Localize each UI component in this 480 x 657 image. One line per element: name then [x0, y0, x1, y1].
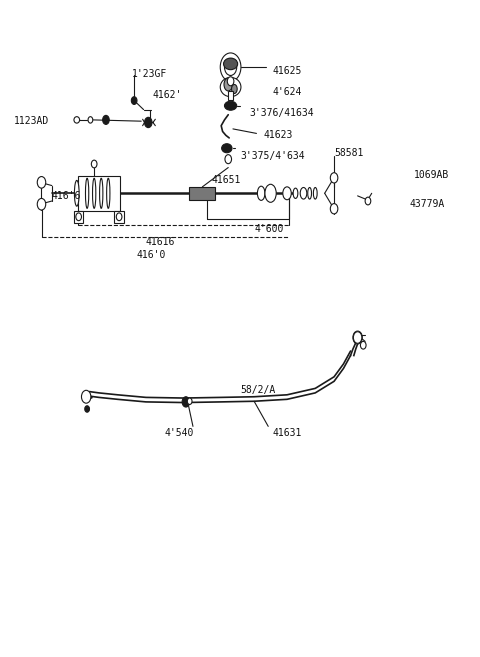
Text: 41616: 41616 [146, 237, 175, 246]
Text: 43779A: 43779A [409, 199, 444, 209]
Ellipse shape [74, 117, 80, 123]
Circle shape [85, 406, 89, 412]
Text: 4'540: 4'540 [165, 428, 194, 438]
Ellipse shape [265, 184, 276, 202]
Circle shape [187, 398, 192, 405]
Text: 3'375/4'634: 3'375/4'634 [240, 151, 305, 161]
Circle shape [88, 117, 93, 123]
Text: 4162': 4162' [153, 91, 182, 101]
Bar [190, 187, 216, 200]
Circle shape [330, 204, 338, 214]
Bar [78, 175, 120, 211]
Circle shape [132, 97, 137, 104]
Ellipse shape [313, 187, 317, 199]
Polygon shape [114, 211, 124, 223]
Text: 1'23GF: 1'23GF [132, 69, 167, 79]
Circle shape [182, 397, 190, 407]
Ellipse shape [107, 178, 110, 208]
Ellipse shape [225, 101, 237, 110]
Ellipse shape [283, 187, 291, 200]
Circle shape [76, 213, 82, 221]
Circle shape [37, 177, 46, 188]
Text: 3'376/41634: 3'376/41634 [250, 108, 314, 118]
Text: 1123AD: 1123AD [14, 116, 49, 125]
Ellipse shape [300, 187, 307, 199]
Polygon shape [74, 211, 84, 223]
Circle shape [220, 53, 241, 81]
Ellipse shape [224, 78, 232, 91]
Circle shape [225, 58, 237, 76]
Text: 416'0: 416'0 [136, 250, 166, 260]
Circle shape [360, 342, 366, 349]
Circle shape [330, 173, 338, 183]
Circle shape [228, 77, 234, 86]
Ellipse shape [99, 178, 103, 208]
Circle shape [82, 390, 91, 403]
Circle shape [103, 116, 109, 124]
Circle shape [225, 154, 231, 164]
Circle shape [144, 118, 152, 127]
Text: 58/2/A: 58/2/A [240, 384, 275, 395]
Text: 416'6: 416'6 [52, 191, 81, 201]
Text: 4'600: 4'600 [254, 223, 284, 234]
Ellipse shape [220, 78, 241, 97]
Ellipse shape [257, 186, 265, 200]
Text: 58581: 58581 [334, 148, 363, 158]
Ellipse shape [224, 58, 238, 70]
Circle shape [365, 197, 371, 205]
Text: 41631: 41631 [273, 428, 302, 438]
Text: 41651: 41651 [212, 175, 241, 185]
Text: 41625: 41625 [273, 66, 302, 76]
Text: 4'624: 4'624 [273, 87, 302, 97]
Ellipse shape [293, 188, 298, 198]
Circle shape [116, 213, 122, 221]
Ellipse shape [85, 178, 89, 208]
Circle shape [91, 160, 97, 168]
Ellipse shape [308, 187, 312, 199]
Ellipse shape [231, 85, 237, 93]
Ellipse shape [74, 181, 79, 206]
Bar [228, 91, 233, 100]
Text: 41623: 41623 [264, 130, 293, 141]
Ellipse shape [93, 178, 96, 208]
Ellipse shape [353, 332, 362, 344]
Ellipse shape [222, 144, 232, 152]
Circle shape [353, 331, 362, 344]
Circle shape [37, 198, 46, 210]
Text: 1069AB: 1069AB [414, 170, 449, 180]
